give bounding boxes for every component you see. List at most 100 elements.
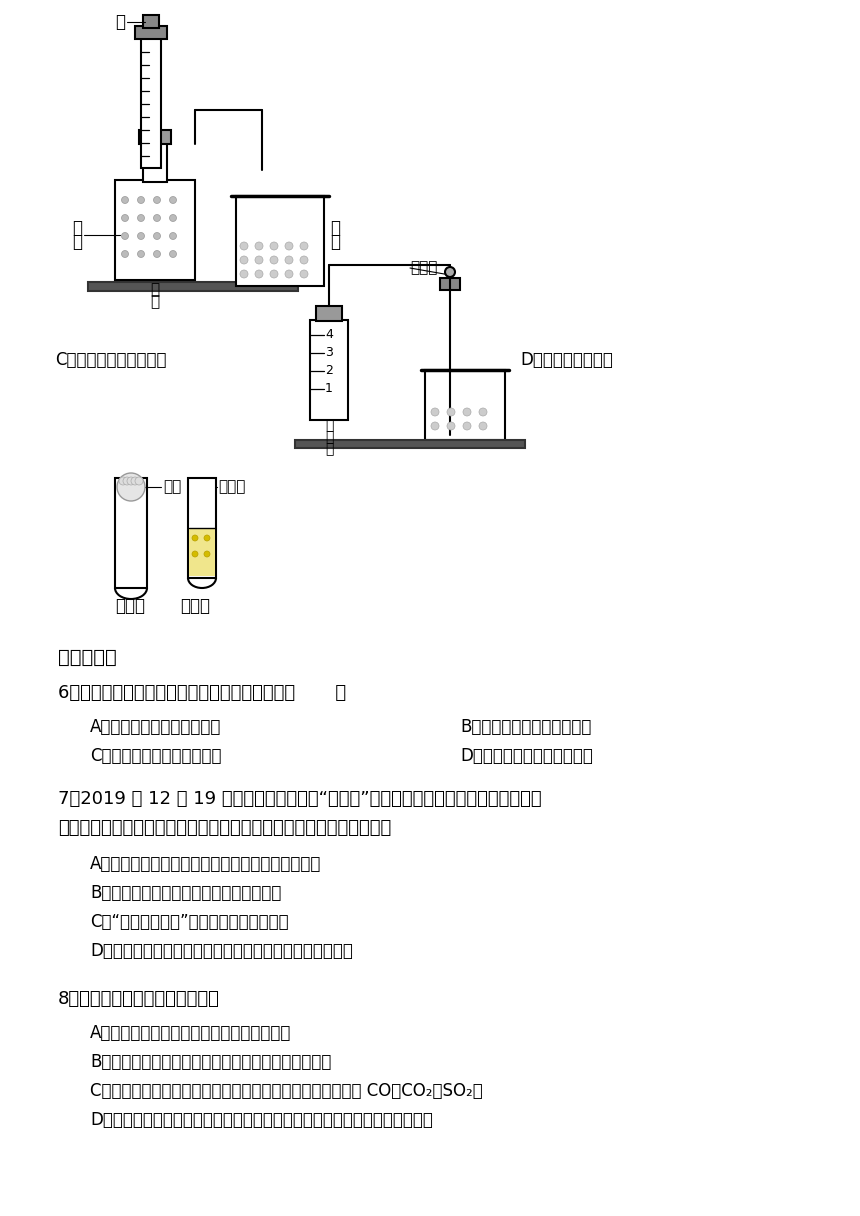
Circle shape bbox=[240, 257, 248, 264]
Circle shape bbox=[240, 270, 248, 278]
Circle shape bbox=[270, 242, 278, 250]
Text: C．空气是一种重要的自然资源，造成空气污染的主要气体有 CO、CO₂、SO₂等: C．空气是一种重要的自然资源，造成空气污染的主要气体有 CO、CO₂、SO₂等 bbox=[90, 1082, 482, 1100]
Text: B．煋、石油和天然气等化石燃料是可再生的宝贵资源: B．煋、石油和天然气等化石燃料是可再生的宝贵资源 bbox=[90, 1053, 331, 1071]
Circle shape bbox=[117, 473, 145, 501]
Bar bbox=[115, 180, 195, 280]
Bar bbox=[425, 370, 505, 440]
Circle shape bbox=[447, 409, 455, 416]
Circle shape bbox=[169, 250, 176, 258]
Text: 8．下列关于资源的叙述正确的是: 8．下列关于资源的叙述正确的是 bbox=[58, 990, 220, 1008]
Circle shape bbox=[431, 409, 439, 416]
Circle shape bbox=[153, 197, 161, 203]
Text: 4: 4 bbox=[325, 328, 333, 342]
Circle shape bbox=[127, 477, 135, 485]
Circle shape bbox=[300, 270, 308, 278]
Text: C．“真金不怕火炼”说明黄金的燕点非常高: C．“真金不怕火炼”说明黄金的燕点非常高 bbox=[90, 913, 289, 931]
Circle shape bbox=[270, 270, 278, 278]
Circle shape bbox=[123, 477, 131, 485]
Text: 气: 气 bbox=[72, 233, 82, 250]
Text: A．用鐵从含銀废液中回收銀: A．用鐵从含銀废液中回收銀 bbox=[90, 717, 221, 736]
Text: 植物油: 植物油 bbox=[218, 479, 245, 495]
Circle shape bbox=[479, 422, 487, 430]
Circle shape bbox=[255, 257, 263, 264]
Text: D．金属的回收利用不仅可以节约金属资源和能源，还可以减少对环境的污染: D．金属的回收利用不仅可以节约金属资源和能源，还可以减少对环境的污染 bbox=[90, 1111, 433, 1128]
Circle shape bbox=[138, 197, 144, 203]
Text: D．探究铁生锈条件: D．探究铁生锈条件 bbox=[520, 351, 613, 368]
Text: 二、选择题: 二、选择题 bbox=[58, 648, 117, 668]
Text: 磷: 磷 bbox=[325, 430, 333, 444]
Circle shape bbox=[463, 422, 471, 430]
Text: 棉花: 棉花 bbox=[163, 479, 181, 495]
Circle shape bbox=[240, 242, 248, 250]
Text: C．古代金銀制品能保存至今: C．古代金銀制品能保存至今 bbox=[90, 747, 222, 765]
Bar bbox=[115, 478, 147, 589]
Circle shape bbox=[153, 214, 161, 221]
Circle shape bbox=[153, 232, 161, 240]
Circle shape bbox=[121, 250, 128, 258]
Text: 红: 红 bbox=[325, 418, 333, 432]
Text: B．锡与稀硫酸反应制取氢气: B．锡与稀硫酸反应制取氢气 bbox=[460, 717, 592, 736]
Circle shape bbox=[138, 214, 144, 221]
Bar bbox=[88, 282, 298, 291]
Bar bbox=[316, 306, 342, 321]
Circle shape bbox=[255, 242, 263, 250]
Bar bbox=[143, 142, 167, 182]
Circle shape bbox=[135, 477, 143, 485]
Text: 2: 2 bbox=[325, 365, 333, 377]
Circle shape bbox=[169, 197, 176, 203]
Bar bbox=[188, 478, 216, 578]
Circle shape bbox=[131, 477, 139, 485]
Circle shape bbox=[119, 477, 127, 485]
Circle shape bbox=[204, 551, 210, 557]
Text: A．金属铝的化学性质比鐵活泼，因此也更容易锈蚀: A．金属铝的化学性质比鐵活泼，因此也更容易锈蚀 bbox=[90, 855, 322, 873]
Text: 白: 白 bbox=[150, 282, 160, 298]
Circle shape bbox=[445, 268, 455, 277]
Bar bbox=[189, 528, 215, 576]
Circle shape bbox=[300, 242, 308, 250]
Text: 1: 1 bbox=[325, 383, 333, 395]
Circle shape bbox=[192, 551, 198, 557]
Bar bbox=[236, 196, 324, 286]
Circle shape bbox=[138, 232, 144, 240]
Circle shape bbox=[138, 250, 144, 258]
Circle shape bbox=[285, 257, 293, 264]
Circle shape bbox=[285, 270, 293, 278]
Circle shape bbox=[479, 409, 487, 416]
Text: B．钔的含碳量比生鐵高，所以应用更广泛: B．钔的含碳量比生鐵高，所以应用更广泛 bbox=[90, 884, 281, 902]
Text: 止水夹: 止水夹 bbox=[410, 260, 438, 276]
Bar bbox=[310, 320, 348, 420]
Circle shape bbox=[204, 535, 210, 541]
Text: 水: 水 bbox=[325, 441, 333, 456]
Bar bbox=[139, 130, 171, 143]
Circle shape bbox=[121, 232, 128, 240]
Circle shape bbox=[121, 214, 128, 221]
Circle shape bbox=[300, 257, 308, 264]
Text: 水: 水 bbox=[115, 13, 125, 30]
Circle shape bbox=[431, 422, 439, 430]
Circle shape bbox=[255, 270, 263, 278]
Circle shape bbox=[192, 535, 198, 541]
Bar bbox=[440, 278, 460, 289]
Circle shape bbox=[270, 257, 278, 264]
Text: 氧: 氧 bbox=[72, 219, 82, 237]
Text: A．水的天然循环主要是通过化学变化完成的: A．水的天然循环主要是通过化学变化完成的 bbox=[90, 1024, 292, 1042]
Bar bbox=[295, 440, 525, 447]
Circle shape bbox=[169, 214, 176, 221]
Circle shape bbox=[463, 409, 471, 416]
Bar bbox=[135, 26, 167, 39]
Circle shape bbox=[447, 422, 455, 430]
Bar bbox=[141, 38, 161, 168]
Circle shape bbox=[285, 242, 293, 250]
Text: D．用铝合金能制作门窗框架: D．用铝合金能制作门窗框架 bbox=[460, 747, 593, 765]
Circle shape bbox=[169, 232, 176, 240]
Circle shape bbox=[121, 197, 128, 203]
Text: 3: 3 bbox=[325, 347, 333, 360]
Bar bbox=[143, 15, 159, 28]
Circle shape bbox=[153, 250, 161, 258]
Text: 6．下列金属的利用不是由金属活动性决定的是（       ）: 6．下列金属的利用不是由金属活动性决定的是（ ） bbox=[58, 683, 346, 702]
Text: 蒸馏水: 蒸馏水 bbox=[180, 597, 210, 615]
Text: 冷: 冷 bbox=[330, 219, 340, 237]
Text: 7．2019 年 12 月 19 日，我国第二艘航母“山东舰”正式入列，作为首蝘国产航母，其制: 7．2019 年 12 月 19 日，我国第二艘航母“山东舰”正式入列，作为首蝘… bbox=[58, 790, 542, 807]
Text: 干燥剂: 干燥剂 bbox=[115, 597, 145, 615]
Text: D．金属资源的回收利用既保护了环境，又节约了金属资源: D．金属资源的回收利用既保护了环境，又节约了金属资源 bbox=[90, 942, 353, 959]
